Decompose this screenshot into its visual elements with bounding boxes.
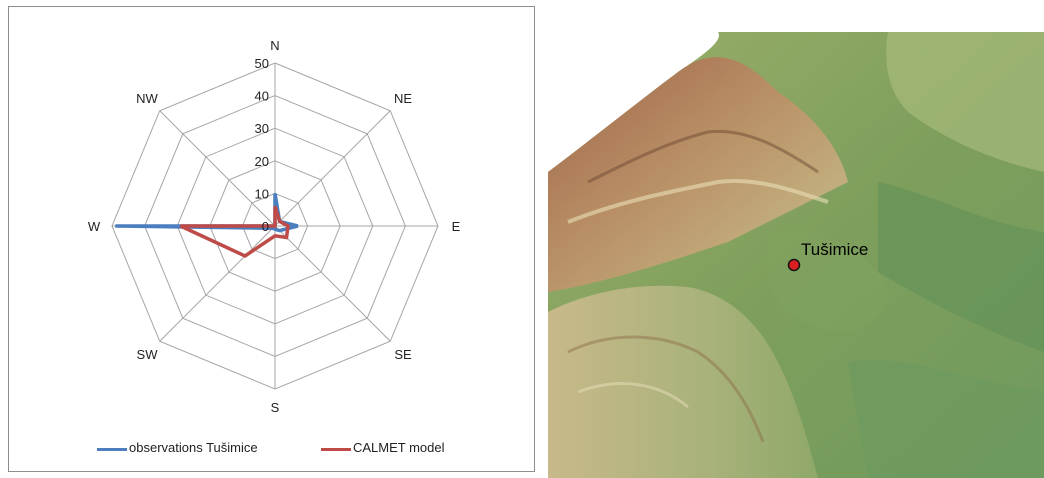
axis-label-ne: NE	[394, 91, 412, 106]
tusimice-label: Tušimice	[801, 240, 869, 259]
series-line-1	[179, 205, 290, 258]
axis-label-w: W	[88, 219, 101, 234]
legend-line-calmet	[321, 448, 351, 451]
axis-label-nw: NW	[136, 91, 158, 106]
radar-chart: N NE E SE S SW W NW 0 10 20 30 40 50	[88, 38, 461, 415]
tick-label-20: 20	[255, 154, 269, 169]
tick-label-10: 10	[255, 186, 269, 201]
radar-labels: N NE E SE S SW W NW 0 10 20 30 40 50	[88, 38, 461, 415]
spoke-sw	[159, 225, 276, 342]
spoke-se	[274, 225, 391, 342]
axis-label-n: N	[270, 38, 279, 53]
axis-label-s: S	[271, 400, 280, 415]
terrain-map: Tušimice	[548, 32, 1044, 478]
axis-label-sw: SW	[137, 347, 159, 362]
spoke-ne	[274, 110, 391, 227]
axis-label-e: E	[452, 219, 461, 234]
legend-label-observations: observations Tušimice	[129, 440, 258, 455]
legend-label-calmet: CALMET model	[353, 440, 445, 455]
legend-line-observations	[97, 448, 127, 451]
tick-label-50: 50	[255, 56, 269, 71]
tick-label-30: 30	[255, 121, 269, 136]
radar-series	[115, 193, 299, 258]
axis-label-se: SE	[394, 347, 412, 362]
tusimice-marker[interactable]	[787, 258, 801, 272]
chart-legend: observations Tušimice CALMET model	[9, 440, 534, 458]
terrain-relief	[548, 32, 1044, 478]
radar-chart-panel: N NE E SE S SW W NW 0 10 20 30 40 50 observations Tuš…	[8, 6, 535, 472]
tick-label-0: 0	[262, 219, 269, 234]
tick-label-40: 40	[255, 89, 269, 104]
spoke-nw	[159, 110, 276, 227]
